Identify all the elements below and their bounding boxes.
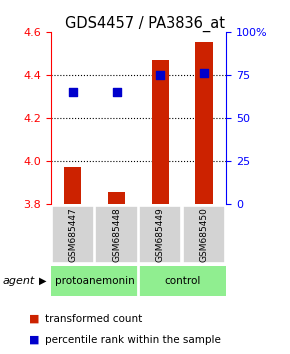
Point [114,89,119,95]
Bar [152,60,169,204]
Text: GSM685447: GSM685447 [68,207,77,262]
Bar [139,206,182,263]
Bar [195,41,213,204]
Bar [108,192,125,204]
Bar [64,167,81,204]
Text: percentile rank within the sample: percentile rank within the sample [45,335,221,345]
Text: protoanemonin: protoanemonin [55,275,135,286]
Bar [51,266,139,296]
Text: ■: ■ [29,314,39,324]
Bar [95,206,137,263]
Text: ■: ■ [29,335,39,345]
Text: ▶: ▶ [39,275,47,286]
Text: GSM685449: GSM685449 [156,207,165,262]
Text: GSM685448: GSM685448 [112,207,121,262]
Point [158,72,163,78]
Text: agent: agent [3,275,35,286]
Point [202,70,206,76]
Point [70,89,75,95]
Text: control: control [164,275,200,286]
Bar [139,266,226,296]
Text: transformed count: transformed count [45,314,142,324]
Text: GDS4457 / PA3836_at: GDS4457 / PA3836_at [65,16,225,32]
Bar [52,206,94,263]
Text: GSM685450: GSM685450 [200,207,209,262]
Bar [183,206,225,263]
